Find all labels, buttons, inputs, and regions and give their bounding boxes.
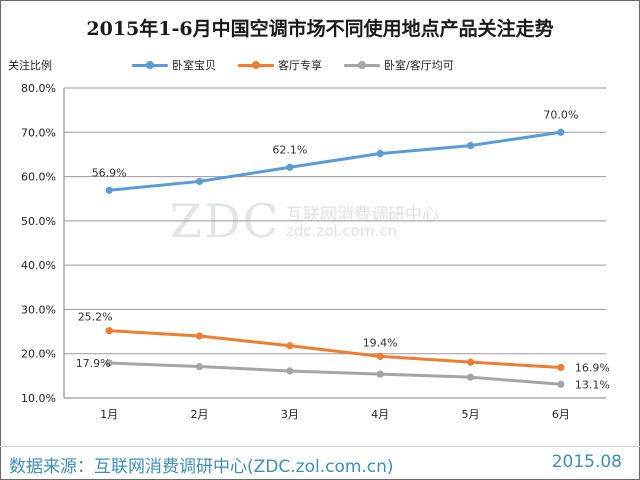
- data-point: [557, 380, 565, 388]
- footer: 数据来源：互联网消费调研中心(ZDC.zol.com.cn) 2015.08: [0, 446, 640, 480]
- x-tick-label: 4月: [371, 408, 389, 421]
- x-tick-label: 6月: [552, 408, 570, 421]
- data-point: [286, 367, 294, 375]
- legend: 卧室宝贝 客厅专享 卧室/客厅均可: [132, 57, 476, 73]
- data-point: [105, 186, 113, 194]
- data-point: [557, 363, 565, 372]
- legend-item-series-1: 卧室宝贝: [132, 57, 216, 73]
- footer-source: 数据来源：互联网消费调研中心(ZDC.zol.com.cn): [9, 457, 394, 477]
- x-tick-label: 2月: [191, 408, 209, 421]
- data-label: 56.9%: [92, 166, 127, 179]
- x-tick-label: 3月: [281, 408, 299, 421]
- legend-label-series-2: 客厅专享: [278, 59, 322, 72]
- data-point: [557, 128, 565, 136]
- data-point: [105, 359, 113, 367]
- data-point: [376, 149, 384, 158]
- footer-date: 2015.08: [551, 452, 622, 472]
- data-point: [376, 370, 384, 378]
- y-tick-label: 70.0%: [21, 126, 56, 139]
- y-tick-label: 40.0%: [21, 259, 56, 272]
- data-point: [195, 362, 204, 371]
- y-axis-label: 关注比例: [8, 59, 52, 72]
- data-label: 16.9%: [575, 361, 610, 374]
- legend-marker-series-1: [132, 60, 168, 70]
- legend-label-series-3: 卧室/客厅均可: [384, 59, 454, 72]
- legend-marker-series-2: [238, 60, 274, 70]
- series-line-1: [109, 130, 562, 192]
- data-label: 17.9%: [76, 357, 111, 370]
- x-tick-label: 5月: [462, 408, 480, 421]
- legend-marker-series-3: [344, 60, 380, 70]
- data-point: [105, 327, 113, 335]
- series-line-2: [109, 329, 561, 369]
- y-tick-label: 10.0%: [21, 392, 56, 405]
- data-point: [466, 141, 475, 150]
- data-label: 70.0%: [543, 108, 578, 121]
- data-point: [195, 332, 204, 340]
- line-chart: 10.0% 20.0% 30.0% 40.0% 50.0% 60.0% 70.0% 80.0%…: [21, 82, 610, 421]
- x-tick-label: 1月: [100, 408, 118, 421]
- y-tick-label: 50.0%: [21, 215, 56, 228]
- data-point: [376, 352, 384, 360]
- legend-label-series-1: 卧室宝贝: [172, 59, 216, 72]
- data-label: 62.1%: [272, 143, 307, 156]
- chart-title: 2015年1-6月中国空调市场不同使用地点产品关注走势: [86, 18, 554, 40]
- y-tick-label: 80.0%: [21, 82, 56, 95]
- series-line-3: [109, 361, 561, 386]
- data-label: 25.2%: [78, 311, 113, 324]
- data-point: [195, 177, 204, 186]
- data-point: [466, 358, 475, 366]
- data-point: [286, 163, 294, 171]
- legend-item-series-2: 客厅专享: [238, 57, 322, 73]
- y-tick-label: 60.0%: [21, 171, 56, 184]
- legend-item-series-3: 卧室/客厅均可: [344, 57, 454, 73]
- y-tick-label: 20.0%: [21, 348, 56, 361]
- data-point: [466, 373, 475, 381]
- data-label: 19.4%: [363, 336, 398, 349]
- data-label: 13.1%: [575, 378, 610, 391]
- data-point: [286, 342, 294, 350]
- y-tick-label: 30.0%: [21, 303, 56, 316]
